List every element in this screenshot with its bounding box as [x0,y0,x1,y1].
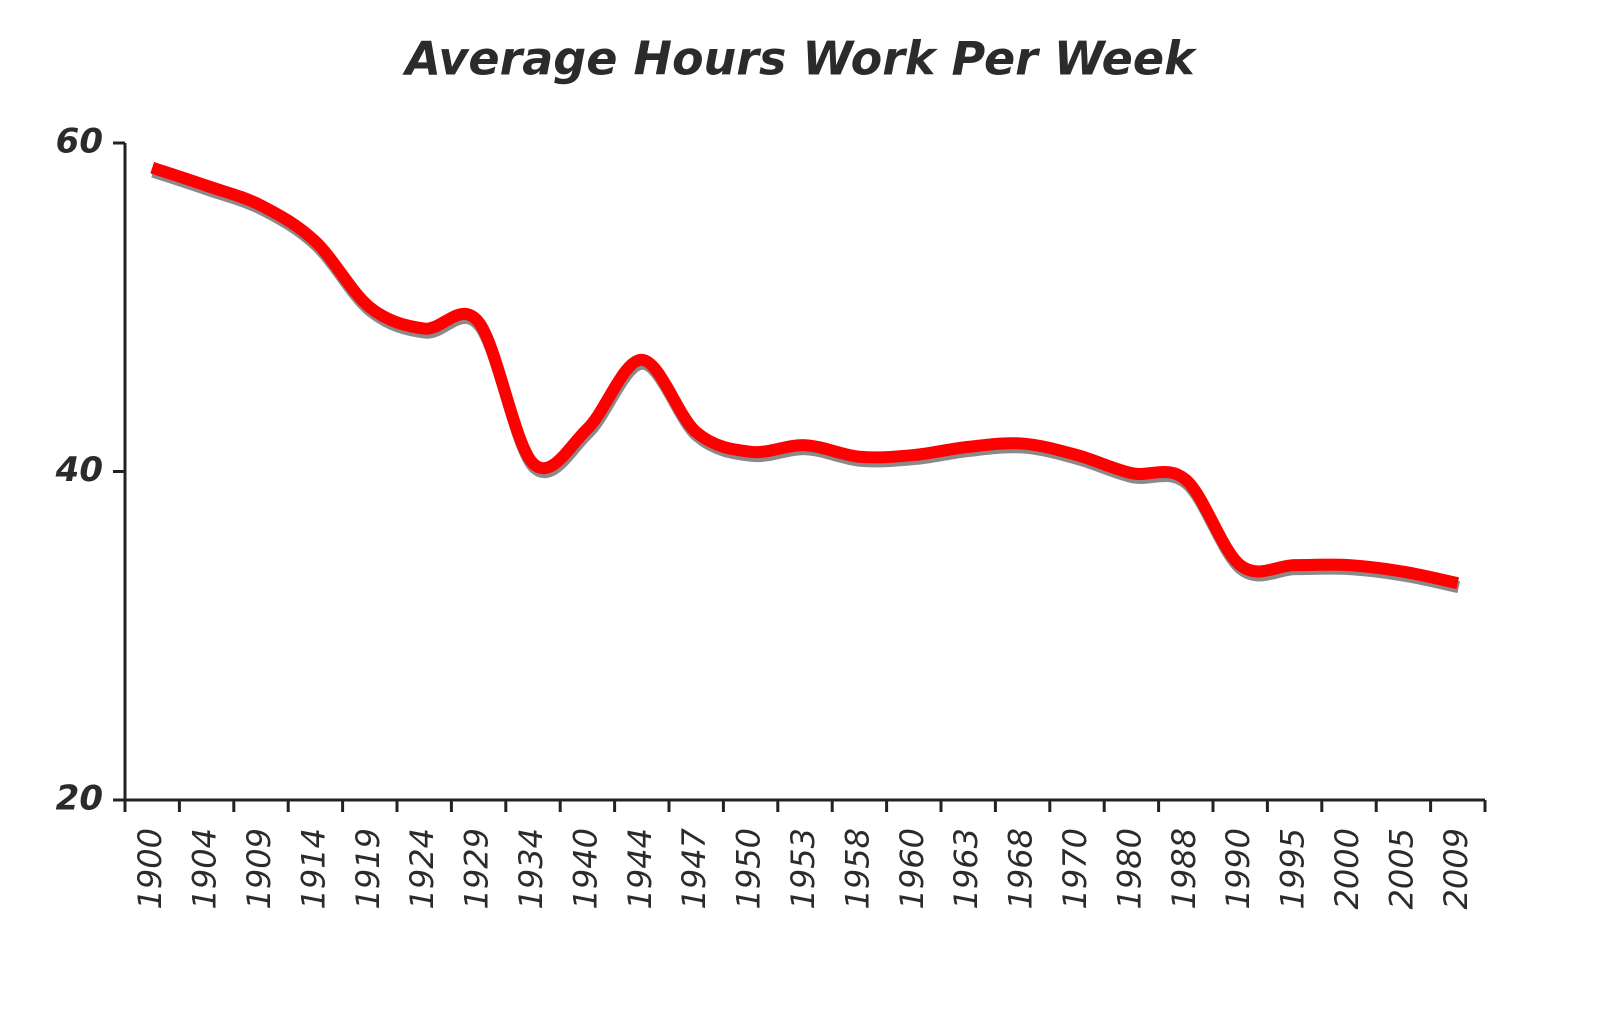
x-tick-label: 1960 [893,828,931,909]
x-tick-label: 1924 [403,828,441,909]
y-tick-label: 40 [55,450,103,490]
x-tick-label: 2009 [1437,828,1475,909]
x-tick-label: 1940 [566,828,604,909]
x-tick-label: 1929 [458,828,496,909]
x-tick-label: 1970 [1056,828,1094,909]
y-tick-label: 20 [56,779,103,819]
x-tick-label: 1968 [1002,828,1040,909]
x-tick-label: 1914 [294,828,332,909]
x-tick-label: 1963 [947,828,985,909]
x-tick-label: 1934 [512,828,550,909]
x-tick-label: 1944 [621,828,659,909]
x-tick-label: 1958 [838,828,876,909]
x-tick-label: 1980 [1110,828,1148,909]
x-tick-label: 1988 [1165,828,1203,909]
y-tick-label: 60 [56,122,103,162]
x-tick-label: 1900 [131,828,169,909]
x-tick-label: 1947 [675,827,713,909]
x-tick-label: 1953 [784,828,822,909]
chart-title: Average Hours Work Per Week [402,32,1197,86]
line [150,161,1460,590]
x-tick-label: 1950 [730,828,768,909]
x-tick-label: 1995 [1274,828,1312,909]
x-tick-label: 2005 [1382,828,1420,909]
x-tick-label: 1990 [1219,828,1257,909]
x-tick-label: 1919 [349,828,387,909]
x-tick-label: 1904 [186,828,224,909]
x-tick-label: 1909 [240,828,278,909]
x-tick-label: 2000 [1328,828,1366,909]
line-shadow [151,165,1461,594]
